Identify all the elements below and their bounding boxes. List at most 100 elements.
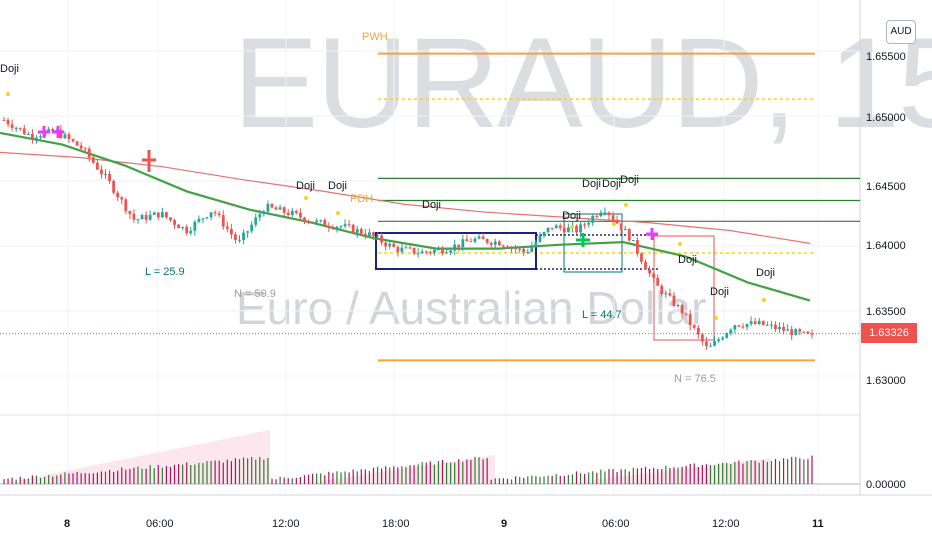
candle-body [169, 217, 172, 221]
time-axis[interactable]: 8 06:00 12:00 18:00 9 06:00 12:00 11 [64, 518, 824, 530]
candle-body [737, 325, 741, 327]
doji-label: Doji [562, 210, 581, 222]
signal-markers [6, 92, 766, 320]
candle-body [416, 253, 420, 255]
candle-body [136, 219, 140, 221]
candle-body [266, 203, 270, 212]
candle-body [477, 236, 481, 239]
candle-body [424, 251, 428, 253]
candle-body [575, 226, 578, 233]
price-tick: 1.64500 [866, 181, 906, 193]
candle-body [331, 227, 335, 229]
time-tick: 06:00 [146, 518, 174, 530]
candle-body [173, 220, 176, 225]
candle-body [745, 323, 749, 328]
candle-body [388, 243, 392, 247]
volume-pane[interactable] [0, 430, 813, 484]
candle-body [473, 238, 477, 242]
time-tick: 18:00 [382, 518, 410, 530]
candle-body [294, 210, 298, 213]
candle-body [165, 212, 168, 218]
candle-body [112, 181, 116, 193]
candle-body [6, 119, 10, 125]
candle-body [282, 207, 286, 213]
candle-body [100, 169, 103, 175]
candle-body [603, 212, 607, 214]
candle-body [234, 234, 237, 240]
candle-body [18, 127, 22, 129]
candle-body [688, 314, 692, 326]
candle-body [124, 199, 128, 212]
candle-body [225, 226, 229, 229]
candle-body [376, 235, 379, 237]
candle-body [156, 212, 160, 218]
candle-body [290, 210, 294, 215]
candle-body [75, 141, 79, 146]
candle-body [14, 127, 18, 129]
candle-body [372, 232, 375, 237]
candle-body [26, 134, 30, 136]
candle-body [713, 340, 716, 346]
candle-body [778, 326, 781, 330]
candle-body [510, 247, 513, 249]
candle-body [229, 228, 233, 235]
candle-body [59, 129, 63, 138]
time-tick: 8 [64, 518, 70, 530]
candle-body [278, 207, 282, 210]
candle-body [408, 247, 412, 249]
candle-body [420, 251, 424, 254]
candle-body [339, 226, 343, 228]
price-axis[interactable]: 1.65500 1.65000 1.64500 1.64000 1.63500 … [866, 51, 906, 491]
time-tick: 12:00 [712, 518, 740, 530]
candle-body [558, 225, 562, 228]
grid-horizontal [0, 50, 860, 377]
candle-body [185, 226, 189, 234]
candle-body [700, 334, 704, 342]
candle-body [786, 329, 790, 331]
candle-body [810, 333, 814, 335]
price-tick: 1.63000 [866, 375, 906, 387]
candle-body [489, 242, 493, 245]
candle-body [729, 329, 733, 334]
candle-body [583, 224, 587, 226]
candle-body [506, 246, 509, 249]
candle-body [611, 215, 615, 220]
range-boxes [375, 213, 715, 341]
candle-body [664, 293, 668, 295]
candle-body [672, 295, 676, 306]
candle-body [761, 320, 765, 325]
symbol-name-watermark: Euro / Australian Dollar [236, 282, 707, 334]
candle-body [721, 337, 725, 340]
annotations: Doji Doji Doji Doji Doji Doji Doji Doji … [0, 31, 775, 385]
candle-body [209, 212, 213, 218]
candle-body [217, 213, 221, 216]
candle-body [108, 173, 111, 182]
candle-body [453, 244, 457, 251]
currency-button[interactable]: AUD [886, 20, 916, 44]
doji-label: Doji [582, 178, 601, 190]
candle-body [307, 221, 310, 223]
candle-body [656, 277, 660, 286]
candle-body [181, 226, 185, 229]
candle-body [250, 224, 254, 232]
doji-label: Doji [0, 63, 19, 75]
candle-body [680, 305, 684, 314]
price-tick: 1.64000 [866, 240, 906, 252]
candle-body [148, 214, 152, 220]
candle-body [335, 226, 339, 229]
candle-body [132, 213, 136, 220]
candle-body [485, 239, 489, 243]
candle-body [270, 203, 274, 208]
candle-body [769, 324, 773, 326]
candle-body [554, 225, 558, 229]
time-tick: 12:00 [272, 518, 300, 530]
candle-body [607, 212, 611, 216]
candle-body [327, 225, 331, 228]
candle-body [140, 214, 144, 220]
doji-label: Doji [328, 180, 347, 192]
candle-body [392, 243, 396, 248]
candle-body [323, 220, 327, 226]
candle-body [104, 173, 107, 175]
